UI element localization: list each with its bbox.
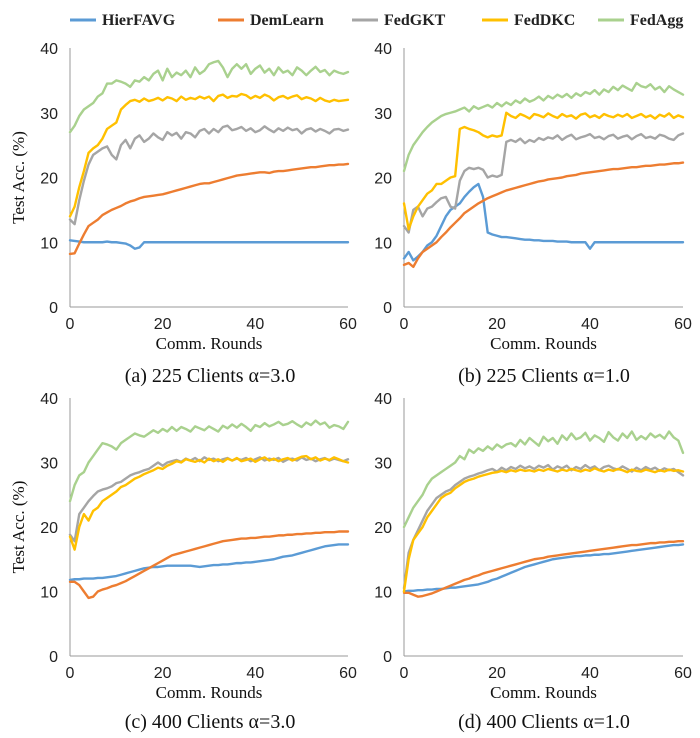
y-tick-label: 0 (383, 649, 392, 666)
series-line-feddkc (402, 111, 685, 231)
y-tick-label: 40 (40, 391, 58, 408)
legend: HierFAVG DemLearn FedGKT FedDKC FedAgg (70, 12, 683, 29)
y-axis-label: Test Acc. (%) (9, 131, 28, 224)
y-tick-label: 20 (40, 171, 58, 188)
y-tick-label: 0 (49, 649, 58, 666)
x-tick-label: 0 (400, 316, 409, 333)
series-line-demlearn (402, 161, 685, 269)
legend-item-fedgkt: FedGKT (352, 12, 446, 29)
series-line-feddkc (68, 92, 350, 218)
legend-label: DemLearn (250, 12, 324, 29)
panel-caption: (d) 400 Clients α=1.0 (458, 711, 630, 733)
panel-b: 0 10 20 30 40 0 20 40 60 Comm. Rounds (b) 225 Clie… (374, 41, 692, 387)
x-axis-label: Comm. Rounds (490, 683, 597, 702)
y-tick-label: 20 (374, 520, 392, 537)
x-tick-label: 60 (339, 665, 357, 682)
x-tick-label: 40 (246, 665, 264, 682)
series-line-fedgkt (68, 124, 350, 226)
y-tick-label: 10 (374, 235, 392, 252)
series-line-demlearn (68, 530, 350, 600)
y-tick-label: 0 (383, 300, 392, 317)
x-tick-label: 20 (154, 316, 172, 333)
x-axis-label: Comm. Rounds (490, 334, 597, 353)
panel-caption: (a) 225 Clients α=3.0 (125, 365, 296, 387)
legend-label: HierFAVG (102, 12, 176, 29)
x-tick-label: 0 (66, 316, 75, 333)
series-line-fedgkt (68, 456, 350, 543)
x-tick-label: 20 (154, 665, 172, 682)
legend-item-demlearn: DemLearn (218, 12, 324, 29)
series-line-fedgkt (402, 132, 685, 234)
x-tick-label: 60 (674, 665, 692, 682)
y-axis-label: Test Acc. (%) (9, 481, 28, 574)
x-tick-label: 0 (400, 665, 409, 682)
y-tick-label: 0 (49, 300, 58, 317)
series-line-fedagg (68, 419, 350, 503)
series-line-hierfavg (402, 543, 685, 593)
panel-caption: (b) 225 Clients α=1.0 (458, 365, 630, 387)
y-tick-label: 20 (374, 171, 392, 188)
series-line-feddkc (402, 467, 685, 593)
y-tick-label: 10 (374, 585, 392, 602)
x-tick-label: 60 (674, 316, 692, 333)
series-line-fedagg (68, 59, 350, 134)
series-line-hierfavg (68, 543, 350, 582)
x-tick-label: 40 (581, 316, 599, 333)
y-tick-label: 40 (374, 391, 392, 408)
legend-label: FedGKT (384, 12, 446, 29)
y-tick-label: 20 (40, 520, 58, 537)
series-line-fedgkt (402, 463, 685, 590)
series-line-feddkc (68, 454, 350, 551)
x-axis-label: Comm. Rounds (156, 683, 263, 702)
panel-a: 0 10 20 30 40 0 20 40 60 Comm. Rounds Test Acc. (%… (9, 41, 357, 387)
legend-label: FedAgg (630, 12, 683, 29)
y-tick-label: 30 (374, 106, 392, 123)
legend-item-fedagg: FedAgg (598, 12, 683, 29)
y-tick-label: 30 (374, 456, 392, 473)
series-line-fedagg (402, 430, 685, 529)
legend-item-hierfavg: HierFAVG (70, 12, 176, 29)
x-tick-label: 60 (339, 316, 357, 333)
panel-d: 0 10 20 30 40 0 20 40 60 Comm. Rounds (d) 400 Clie… (374, 391, 692, 733)
y-tick-label: 10 (40, 235, 58, 252)
y-tick-label: 30 (40, 456, 58, 473)
x-tick-label: 0 (66, 665, 75, 682)
x-tick-label: 40 (246, 316, 264, 333)
series-line-demlearn (402, 539, 685, 598)
x-tick-label: 40 (581, 665, 599, 682)
x-tick-label: 20 (488, 665, 506, 682)
legend-label: FedDKC (514, 12, 575, 29)
y-tick-label: 30 (40, 106, 58, 123)
panel-c: 0 10 20 30 40 0 20 40 60 Comm. Rounds Test Acc. (%… (9, 391, 357, 733)
series-line-demlearn (68, 162, 350, 256)
y-tick-label: 40 (374, 41, 392, 58)
series-line-hierfavg (68, 239, 350, 250)
panel-caption: (c) 400 Clients α=3.0 (125, 711, 296, 733)
x-axis-label: Comm. Rounds (156, 334, 263, 353)
legend-item-feddkc: FedDKC (482, 12, 575, 29)
x-tick-label: 20 (488, 316, 506, 333)
y-tick-label: 10 (40, 585, 58, 602)
series-line-fedagg (402, 81, 685, 173)
y-tick-label: 40 (40, 41, 58, 58)
series-line-hierfavg (402, 182, 685, 262)
